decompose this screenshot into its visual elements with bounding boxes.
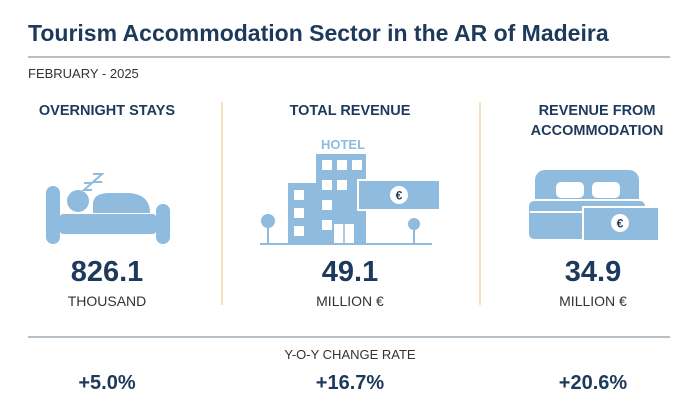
change-value: +16.7% (315, 372, 385, 394)
panel-value: 826.1 (70, 256, 144, 288)
hotel-label: HOTEL (321, 137, 365, 152)
panel-value: 49.1 (321, 256, 379, 288)
panel-value: 34.9 (564, 256, 622, 288)
change-label: Y-O-Y CHANGE RATE (284, 347, 416, 362)
change-value: +5.0% (78, 372, 136, 394)
hotel-icon: HOTEL € (260, 137, 441, 245)
panel-unit: MILLION € (559, 293, 627, 309)
currency-symbol: € (396, 189, 403, 203)
change-value: +20.6% (558, 372, 628, 394)
bed-icon (46, 173, 170, 244)
panel-unit: MILLION € (316, 293, 384, 309)
panel-heading: TOTAL REVENUE (289, 103, 411, 119)
panel-heading: OVERNIGHT STAYS (38, 103, 176, 119)
panel-unit: THOUSAND (67, 293, 147, 309)
subtitle: FEBRUARY - 2025 (28, 66, 139, 81)
title: Tourism Accommodation Sector in the AR o… (28, 20, 609, 46)
double-bed-icon: € (527, 170, 660, 242)
panel-heading: REVENUE FROM ACCOMMODATION (530, 103, 664, 139)
currency-symbol: € (617, 217, 624, 231)
